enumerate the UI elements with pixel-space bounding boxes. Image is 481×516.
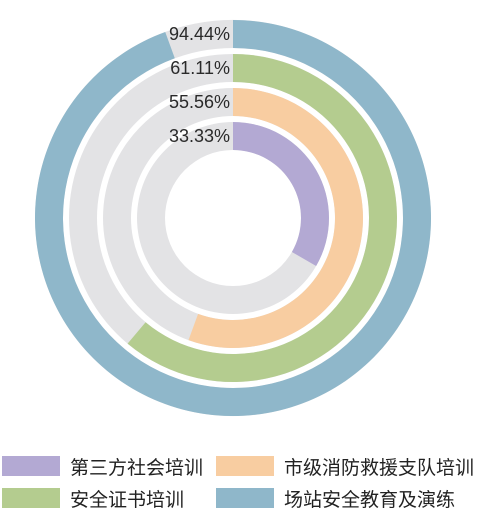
radial-bar-chart: 33.33% 55.56% 61.11% 94.44% — [34, 19, 432, 417]
legend-item: 市级消防救援支队培训 — [216, 452, 474, 480]
ring-bar — [188, 88, 363, 348]
legend-swatch — [216, 488, 274, 508]
legend-label: 场站安全教育及演练 — [284, 488, 456, 511]
legend-item: 第三方社会培训 — [2, 452, 203, 480]
legend-row-1: 第三方社会培训 市级消防救援支队培训 — [0, 452, 481, 480]
ring-bar — [233, 122, 329, 266]
data-label: 33.33% — [169, 126, 230, 146]
legend-swatch — [2, 456, 60, 476]
legend-item: 场站安全教育及演练 — [216, 484, 455, 512]
legend-item: 安全证书培训 — [2, 484, 184, 512]
legend-label: 市级消防救援支队培训 — [284, 456, 475, 479]
data-label: 61.11% — [170, 58, 230, 78]
legend-swatch — [216, 456, 274, 476]
legend-swatch — [2, 488, 60, 508]
ring-bar — [127, 54, 398, 382]
legend-label: 第三方社会培训 — [70, 456, 204, 479]
legend-row-2: 安全证书培训 场站安全教育及演练 — [0, 484, 481, 512]
data-label: 94.44% — [169, 24, 230, 44]
data-label: 55.56% — [169, 92, 230, 112]
legend-label: 安全证书培训 — [70, 488, 185, 511]
